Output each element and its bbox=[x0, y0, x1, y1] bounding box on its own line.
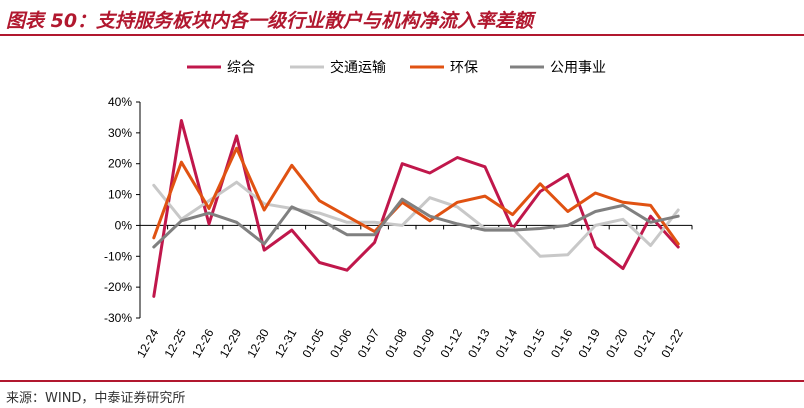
y-tick-label: -10% bbox=[104, 249, 132, 263]
legend: 综合 交通运输 环保 公用事业 bbox=[187, 59, 606, 75]
legend-label-0: 综合 bbox=[227, 59, 255, 75]
series-lines bbox=[152, 119, 680, 298]
x-tick-label: 01-05 bbox=[300, 326, 328, 360]
y-tick-label: 40% bbox=[108, 95, 132, 109]
x-tick-label: 01-06 bbox=[327, 326, 355, 360]
x-tick-label: 01-12 bbox=[438, 326, 466, 360]
legend-label-1: 交通运输 bbox=[330, 59, 386, 75]
chart-area: 综合 交通运输 环保 公用事业 -30% -20% -10% 0% 10% 20% 30% 40% 1… bbox=[0, 36, 804, 376]
source-bar: 来源：WIND，中泰证券研究所 bbox=[0, 380, 804, 408]
y-tick-label: 10% bbox=[108, 188, 132, 202]
series-line-2 bbox=[152, 146, 680, 246]
x-tick-label: 12-25 bbox=[162, 326, 190, 360]
x-tick-label: 12-29 bbox=[217, 326, 245, 360]
y-tick-label: 0% bbox=[115, 218, 133, 232]
x-tick-label: 01-07 bbox=[355, 326, 383, 360]
x-tick-label: 12-26 bbox=[189, 326, 217, 360]
legend-label-2: 环保 bbox=[450, 59, 478, 75]
y-tick-label: 20% bbox=[108, 157, 132, 171]
y-tick-label: 30% bbox=[108, 126, 132, 140]
title-bar: 图表 50：支持服务板块内各一级行业散户与机构净流入率差额 bbox=[0, 0, 804, 36]
line-chart: 综合 交通运输 环保 公用事业 -30% -20% -10% 0% 10% 20% 30% 40% 1… bbox=[104, 59, 693, 360]
x-tick-label: 01-09 bbox=[410, 326, 438, 360]
source-note: 来源：WIND，中泰证券研究所 bbox=[6, 391, 186, 406]
x-tick-label: 01-20 bbox=[603, 326, 631, 360]
x-tick-label: 12-30 bbox=[244, 326, 272, 360]
x-tick-label: 01-19 bbox=[576, 326, 604, 360]
x-tick-label: 12-24 bbox=[134, 326, 162, 360]
x-tick-label: 01-16 bbox=[548, 326, 576, 360]
x-tick-label: 01-15 bbox=[520, 326, 548, 360]
legend-label-3: 公用事业 bbox=[550, 59, 606, 75]
y-tick-label: -30% bbox=[104, 311, 132, 325]
axes: -30%-20%-10%0%10%20%30%40%12-24 12-25 12-2… bbox=[104, 95, 693, 360]
x-tick-label: 01-21 bbox=[631, 326, 659, 360]
x-tick-label: 01-22 bbox=[658, 326, 686, 360]
chart-title: 图表 50：支持服务板块内各一级行业散户与机构净流入率差额 bbox=[6, 10, 534, 32]
x-tick-label: 01-13 bbox=[465, 326, 493, 360]
y-tick-label: -20% bbox=[104, 280, 132, 294]
series-line-3 bbox=[152, 197, 680, 249]
x-tick-label: 01-08 bbox=[382, 326, 410, 360]
x-tick-label: 01-14 bbox=[493, 326, 521, 360]
x-tick-label: 12-31 bbox=[272, 326, 300, 360]
